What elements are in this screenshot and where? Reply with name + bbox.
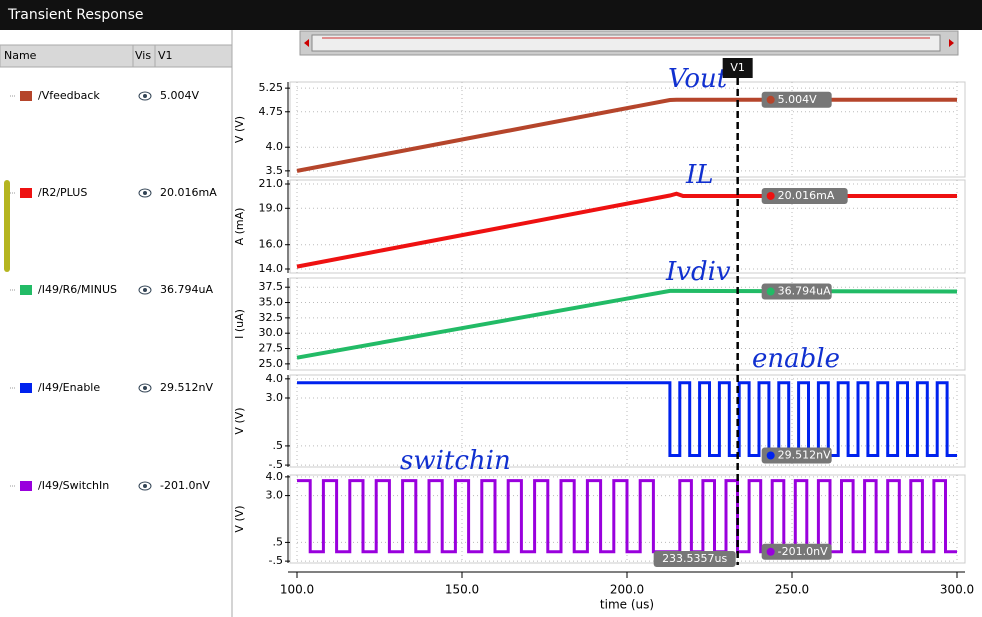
title-bar bbox=[0, 0, 982, 30]
x-tick-label: 300.0 bbox=[940, 583, 974, 597]
signal-name: /I49/SwitchIn bbox=[38, 479, 109, 492]
legend-swatch bbox=[20, 285, 32, 295]
marker-label-box bbox=[761, 283, 832, 300]
marker-label: 5.004V bbox=[778, 93, 817, 106]
cursor-tag bbox=[722, 58, 753, 78]
waveform bbox=[297, 381, 957, 457]
y-tick-label: 4.0 bbox=[266, 372, 284, 385]
y-tick-label: 3.5 bbox=[266, 164, 284, 177]
y-tick-label: 3.0 bbox=[266, 489, 284, 502]
y-tick-label: 35.0 bbox=[259, 296, 284, 309]
y-tick-label: 4.0 bbox=[266, 470, 284, 483]
signal-name: /R2/PLUS bbox=[38, 186, 87, 199]
marker-dot bbox=[766, 547, 775, 556]
eye-pupil bbox=[143, 386, 147, 390]
y-tick-label: 21.0 bbox=[259, 177, 284, 190]
marker-label: 29.512nV bbox=[778, 449, 831, 462]
plot-area bbox=[289, 179, 966, 274]
y-tick-label: 32.5 bbox=[259, 311, 284, 324]
signal-value: 29.512nV bbox=[160, 381, 213, 394]
eye-pupil bbox=[143, 191, 147, 195]
y-axis-label: I (uA) bbox=[233, 309, 246, 339]
x-tick-label: 200.0 bbox=[610, 583, 644, 597]
marker-label: -201.0nV bbox=[778, 545, 828, 558]
marker-dot bbox=[766, 95, 775, 104]
marker-label-box bbox=[761, 543, 832, 560]
window-title: Transient Response bbox=[7, 7, 144, 23]
y-tick-label: 37.5 bbox=[259, 280, 284, 293]
y-axis-label: V (V) bbox=[233, 407, 246, 434]
handwritten-annotation: enable bbox=[752, 344, 840, 374]
signal-value: 20.016mA bbox=[160, 186, 217, 199]
cursor-x-label: 233.5357us bbox=[662, 552, 727, 565]
column-header: V1 bbox=[158, 49, 173, 62]
y-tick-label: 16.0 bbox=[259, 238, 284, 251]
marker-dot bbox=[766, 287, 775, 296]
x-tick-label: 150.0 bbox=[445, 583, 479, 597]
legend-swatch bbox=[20, 188, 32, 198]
handwritten-annotation: Ivdiv bbox=[665, 257, 731, 287]
scroll-thumb[interactable] bbox=[311, 34, 941, 52]
x-tick-label: 250.0 bbox=[775, 583, 809, 597]
eye-pupil bbox=[143, 288, 147, 292]
cursor-x-box bbox=[653, 551, 736, 567]
cursor-name: V1 bbox=[730, 61, 745, 74]
y-tick-label: 30.0 bbox=[259, 326, 284, 339]
y-tick-label: 19.0 bbox=[259, 201, 284, 214]
handwritten-annotation: IL bbox=[685, 160, 714, 190]
legend-swatch bbox=[20, 91, 32, 101]
signal-value: 36.794uA bbox=[160, 283, 213, 296]
y-tick-label: -.5 bbox=[269, 554, 283, 567]
signal-name: /I49/Enable bbox=[38, 381, 100, 394]
y-tick-label: 4.75 bbox=[259, 105, 284, 118]
scroll-right[interactable] bbox=[949, 39, 954, 47]
y-tick-label: 4.0 bbox=[266, 140, 284, 153]
list-scrollbar[interactable] bbox=[4, 180, 10, 272]
marker-label-box bbox=[761, 187, 848, 204]
y-tick-label: 14.0 bbox=[259, 262, 284, 275]
signal-name: /I49/R6/MINUS bbox=[38, 283, 117, 296]
signal-name: /Vfeedback bbox=[38, 89, 100, 102]
x-axis-label: time (us) bbox=[600, 598, 654, 612]
marker-dot bbox=[766, 451, 775, 460]
y-axis-label: V (V) bbox=[233, 505, 246, 532]
eye-pupil bbox=[143, 94, 147, 98]
y-tick-label: 27.5 bbox=[259, 342, 284, 355]
y-tick-label: 25.0 bbox=[259, 357, 284, 370]
marker-label-box bbox=[761, 91, 832, 108]
x-tick-label: 100.0 bbox=[280, 583, 314, 597]
y-axis-label: V (V) bbox=[233, 116, 246, 143]
column-header: Vis bbox=[135, 49, 151, 62]
y-axis-label: A (mA) bbox=[233, 208, 246, 246]
legend-swatch bbox=[20, 383, 32, 393]
plot-area bbox=[289, 374, 966, 468]
column-header: Name bbox=[4, 49, 37, 62]
y-tick-label: 3.0 bbox=[266, 391, 284, 404]
legend-swatch bbox=[20, 481, 32, 491]
signal-value: 5.004V bbox=[160, 89, 199, 102]
scroll-left[interactable] bbox=[304, 39, 309, 47]
y-tick-label: 5.25 bbox=[259, 81, 284, 94]
y-tick-label: .5 bbox=[273, 439, 284, 452]
handwritten-annotation: Vout bbox=[668, 64, 728, 94]
waveform bbox=[297, 479, 957, 554]
y-tick-label: -.5 bbox=[269, 458, 283, 471]
marker-dot bbox=[766, 191, 775, 200]
signal-value: -201.0nV bbox=[160, 479, 210, 492]
marker-label: 36.794uA bbox=[778, 285, 831, 298]
handwritten-annotation: switchin bbox=[400, 446, 511, 476]
marker-label-box bbox=[761, 447, 832, 464]
y-tick-label: .5 bbox=[273, 535, 284, 548]
eye-pupil bbox=[143, 484, 147, 488]
marker-label: 20.016mA bbox=[778, 189, 835, 202]
